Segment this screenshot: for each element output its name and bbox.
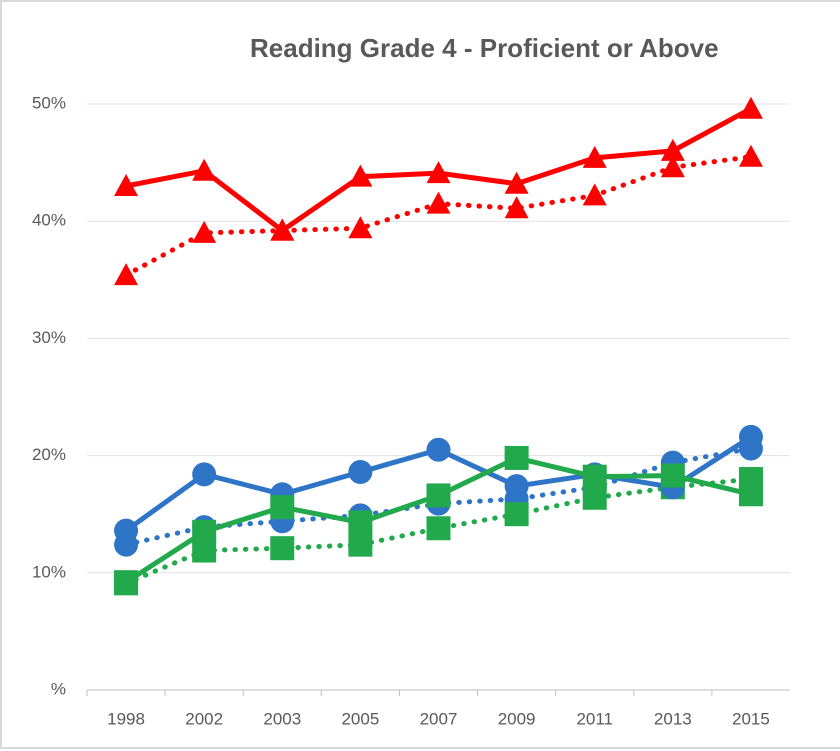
square-marker [582, 464, 607, 489]
triangle-marker [114, 174, 139, 197]
x-tick-label: 2015 [732, 709, 770, 728]
square-marker [348, 510, 373, 535]
y-tick-label: 20% [32, 445, 66, 464]
triangle-marker [426, 161, 451, 184]
triangle-marker [504, 171, 529, 194]
square-marker [660, 463, 685, 488]
square-marker [270, 495, 295, 520]
triangle-marker [504, 196, 529, 219]
triangle-marker [582, 183, 607, 206]
triangle-marker [192, 158, 217, 181]
y-tick-label: % [51, 679, 66, 698]
triangle-marker [738, 96, 763, 119]
square-marker [504, 502, 529, 527]
y-tick-label: 10% [32, 562, 66, 581]
triangle-marker [348, 216, 373, 239]
square-marker [582, 485, 607, 510]
x-tick-label: 2009 [498, 709, 536, 728]
square-marker [738, 482, 763, 507]
triangle-marker [660, 155, 685, 178]
square-marker [270, 536, 295, 561]
circle-marker [348, 460, 373, 485]
square-marker [192, 519, 217, 544]
triangle-marker [114, 263, 139, 286]
circle-marker [192, 462, 217, 487]
circle-marker [114, 518, 139, 543]
x-tick-label: 2011 [576, 709, 613, 728]
circle-marker [426, 437, 451, 462]
square-marker [426, 516, 451, 541]
square-marker [348, 532, 373, 557]
y-tick-label: 50% [32, 93, 66, 112]
y-tick-label: 40% [32, 211, 66, 230]
triangle-marker [348, 164, 373, 187]
y-tick-label: 30% [32, 328, 66, 347]
x-tick-label: 1998 [107, 709, 145, 728]
x-tick-label: 2007 [420, 709, 458, 728]
square-marker [114, 570, 139, 595]
triangle-marker [660, 138, 685, 161]
triangle-marker [582, 145, 607, 168]
square-marker [504, 445, 529, 470]
x-tick-label: 2005 [341, 709, 379, 728]
triangle-marker [738, 144, 763, 167]
x-tick-label: 2013 [654, 709, 692, 728]
x-tick-label: 2003 [263, 709, 301, 728]
square-marker [426, 483, 451, 508]
triangle-marker [192, 220, 217, 243]
triangle-marker [270, 218, 295, 241]
x-tick-label: 2002 [185, 709, 223, 728]
chart-title: Reading Grade 4 - Proficient or Above [250, 33, 719, 63]
triangle-marker [426, 191, 451, 214]
circle-marker [504, 474, 529, 499]
circle-marker [738, 424, 763, 449]
